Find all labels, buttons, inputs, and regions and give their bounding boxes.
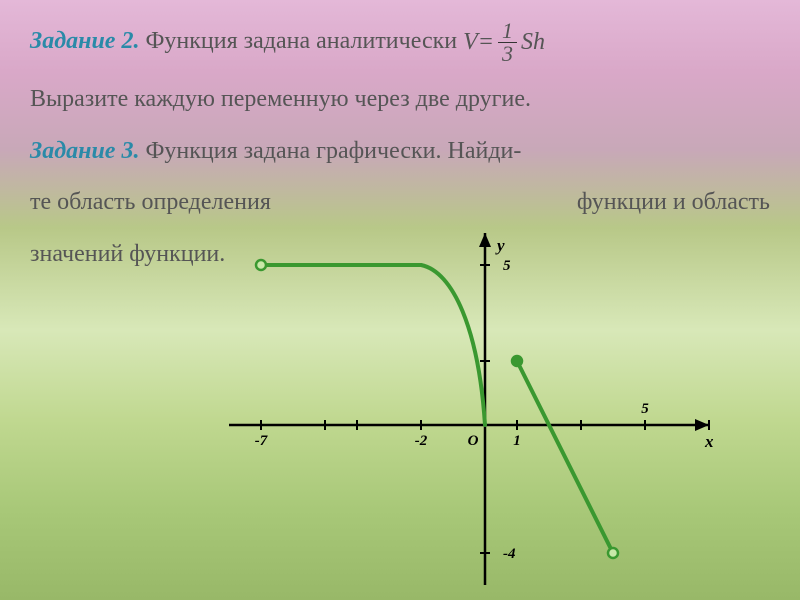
svg-text:О: О [468,433,479,449]
svg-text:у: у [495,236,505,255]
task3-line2: те область определения функции и область [30,186,770,220]
svg-text:x: x [704,432,714,451]
svg-text:5: 5 [641,401,649,417]
task3-text1: Функция задана графически. Найди- [145,138,521,164]
graph-container: -7-2155-4Оxу [245,290,705,590]
task2-line1: Задание 2. Функция задана аналитически V… [30,20,770,65]
svg-text:5: 5 [503,258,511,274]
function-graph: -7-2155-4Оxу [245,290,705,590]
svg-text:-7: -7 [255,433,268,449]
task3-title: Задание 3. [30,138,139,164]
task3-line1: Задание 3. Функция задана графически. На… [30,135,770,169]
task2-line2: Выразите каждую переменную через две дру… [30,83,770,117]
task2-title: Задание 2. [30,28,139,54]
svg-text:-4: -4 [503,546,516,562]
task2-text1: Функция задана аналитически [145,28,457,54]
svg-text:1: 1 [513,433,521,449]
task2-formula: V = 1 3 Sh [463,20,545,65]
svg-text:-2: -2 [415,433,428,449]
